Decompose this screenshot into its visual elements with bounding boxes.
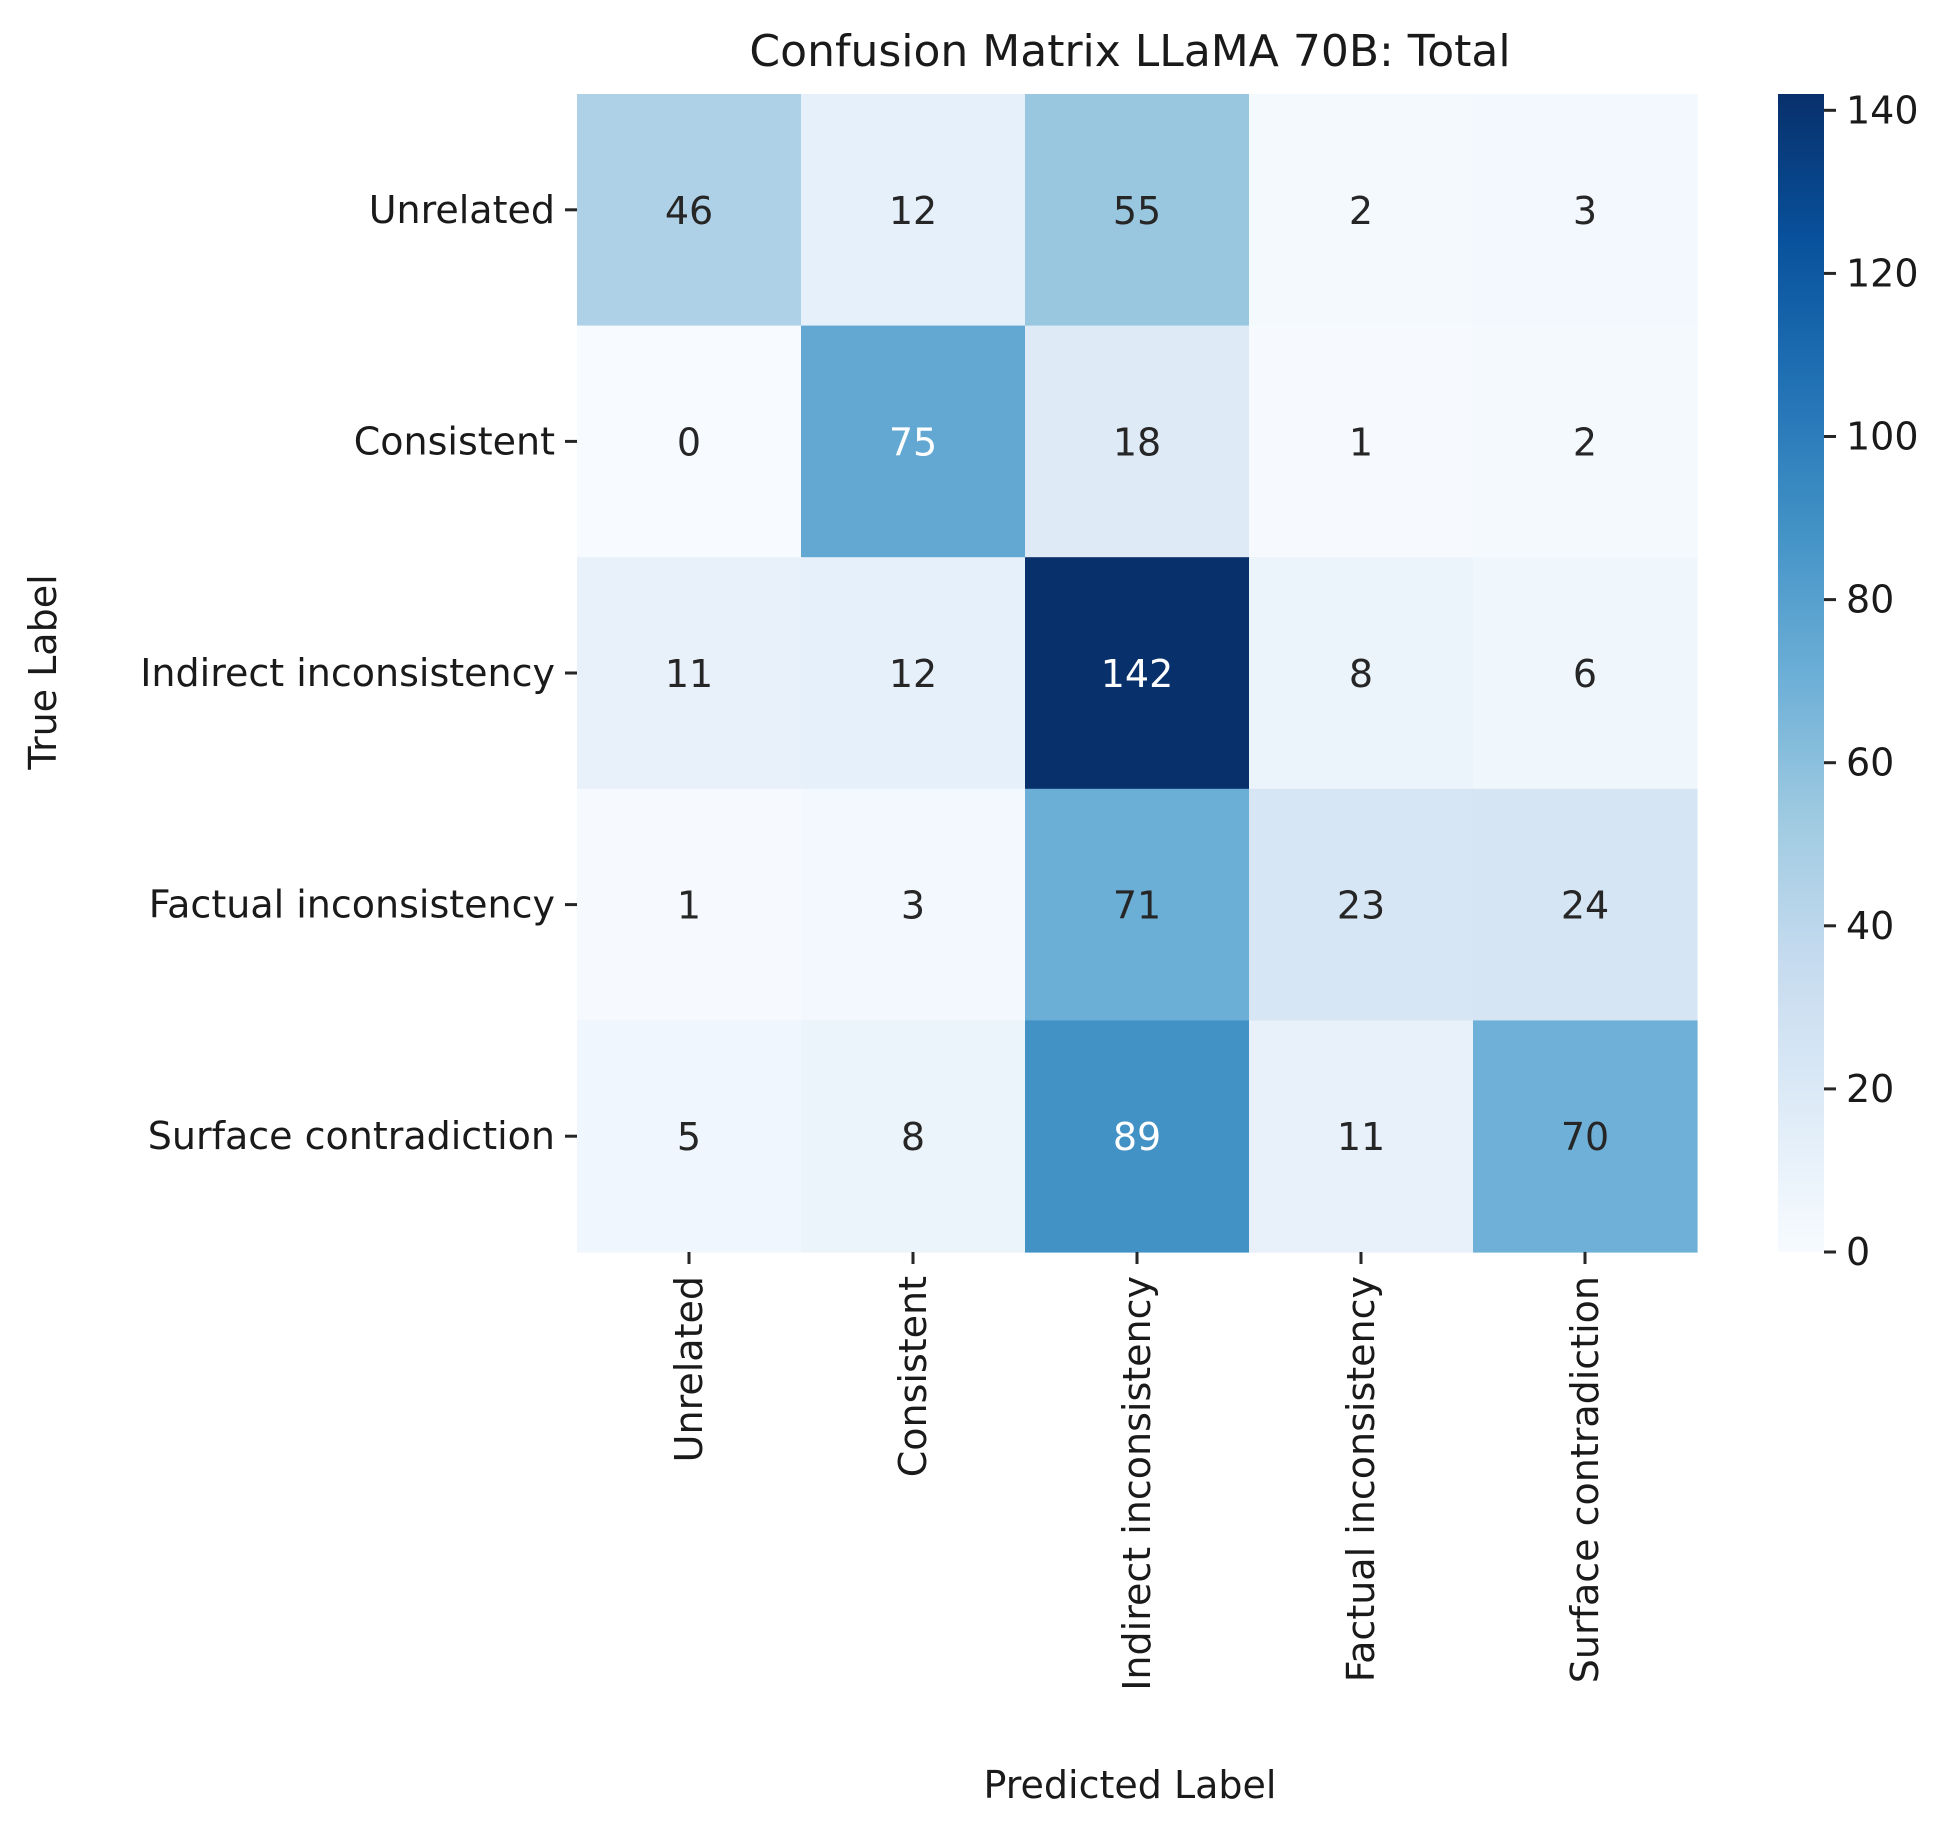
heatmap-cell-r4-c1 xyxy=(801,1020,1026,1253)
cell-value-r4-c1: 8 xyxy=(901,1115,925,1159)
heatmap-cell-r4-c3 xyxy=(1249,1020,1474,1253)
x-tick-label-2: Indirect inconsistency xyxy=(1115,1276,1159,1691)
heatmap-cell-r1-c1 xyxy=(801,325,1026,558)
cell-value-r0-c1: 12 xyxy=(889,189,937,233)
colorbar-tick-label-4: 80 xyxy=(1846,578,1894,622)
colorbar-tick-label-2: 40 xyxy=(1846,904,1894,948)
colorbar-tick-label-0: 0 xyxy=(1846,1230,1870,1274)
y-tick-label-1: Consistent xyxy=(354,419,555,463)
y-axis-label: True Label xyxy=(21,574,65,770)
heatmap-cell-r0-c2 xyxy=(1025,94,1250,327)
heatmap-cell-r0-c3 xyxy=(1249,94,1474,327)
y-tick-label-2: Indirect inconsistency xyxy=(140,651,555,695)
cell-value-r0-c2: 55 xyxy=(1113,189,1161,233)
x-tick-label-4: Surface contradiction xyxy=(1563,1276,1607,1683)
cell-value-r4-c2: 89 xyxy=(1113,1115,1161,1159)
heatmap-cell-r2-c1 xyxy=(801,557,1026,790)
x-axis-label: Predicted Label xyxy=(984,1763,1277,1807)
heatmap-cell-r4-c0 xyxy=(577,1020,802,1253)
heatmap-cell-r0-c4 xyxy=(1473,94,1698,327)
heatmap-cell-r3-c0 xyxy=(577,788,802,1021)
cell-value-r2-c4: 6 xyxy=(1573,652,1597,696)
heatmap-cell-r0-c1 xyxy=(801,94,1026,327)
heatmap-cell-r3-c4 xyxy=(1473,788,1698,1021)
x-tick-label-3: Factual inconsistency xyxy=(1339,1276,1383,1682)
y-tick-label-4: Surface contradiction xyxy=(148,1114,555,1158)
cell-value-r4-c3: 11 xyxy=(1337,1115,1385,1159)
x-tick-label-1: Consistent xyxy=(891,1276,935,1477)
heatmap-cell-r1-c3 xyxy=(1249,325,1474,558)
cell-value-r0-c4: 3 xyxy=(1573,189,1597,233)
cell-value-r3-c0: 1 xyxy=(677,884,701,928)
y-axis-ticks: Unrelated Consistent Indirect inconsistenc… xyxy=(140,188,577,1158)
heatmap-cell-labels: 46 12 55 2 30 75 18 1 211 12 142 8 61 3 71 23 245 8 89 11 70 xyxy=(665,189,1609,1159)
colorbar-tick-label-1: 20 xyxy=(1846,1067,1894,1111)
heatmap-cell-r2-c3 xyxy=(1249,557,1474,790)
cell-value-r3-c4: 24 xyxy=(1561,884,1609,928)
heatmap-cell-r0-c0 xyxy=(577,94,802,327)
heatmap-cell-r1-c2 xyxy=(1025,325,1250,558)
colorbar xyxy=(1778,94,1824,1252)
cell-value-r1-c2: 18 xyxy=(1113,420,1161,464)
heatmap-cell-r3-c2 xyxy=(1025,788,1250,1021)
cell-value-r2-c3: 8 xyxy=(1349,652,1373,696)
heatmap-cells xyxy=(577,94,1698,1253)
cell-value-r1-c4: 2 xyxy=(1573,420,1597,464)
heatmap-cell-r2-c2 xyxy=(1025,557,1250,790)
heatmap-cell-r3-c1 xyxy=(801,788,1026,1021)
cell-value-r1-c3: 1 xyxy=(1349,420,1373,464)
cell-value-r0-c0: 46 xyxy=(665,189,713,233)
y-tick-label-3: Factual inconsistency xyxy=(149,883,555,927)
colorbar-tick-label-6: 120 xyxy=(1846,251,1919,295)
heatmap-cell-r2-c4 xyxy=(1473,557,1698,790)
x-axis-ticks: Unrelated Consistent Indirect inconsistenc… xyxy=(667,1252,1607,1691)
heatmap-cell-r3-c3 xyxy=(1249,788,1474,1021)
y-tick-label-0: Unrelated xyxy=(369,188,555,232)
heatmap-cell-r4-c2 xyxy=(1025,1020,1250,1253)
cell-value-r2-c2: 142 xyxy=(1101,652,1174,696)
cell-value-r3-c2: 71 xyxy=(1113,884,1161,928)
cell-value-r2-c1: 12 xyxy=(889,652,937,696)
heatmap-cell-r1-c0 xyxy=(577,325,802,558)
heatmap-cell-r2-c0 xyxy=(577,557,802,790)
heatmap-cell-r1-c4 xyxy=(1473,325,1698,558)
colorbar-ticks: 0 20 40 60 80 100 120 140 xyxy=(1824,88,1919,1274)
colorbar-tick-label-5: 100 xyxy=(1846,415,1919,459)
cell-value-r1-c0: 0 xyxy=(677,420,701,464)
cell-value-r4-c0: 5 xyxy=(677,1115,701,1159)
cell-value-r1-c1: 75 xyxy=(889,420,937,464)
colorbar-tick-label-3: 60 xyxy=(1846,741,1894,785)
cell-value-r2-c0: 11 xyxy=(665,652,713,696)
cell-value-r4-c4: 70 xyxy=(1561,1115,1609,1159)
chart-title: Confusion Matrix LLaMA 70B: Total xyxy=(749,26,1510,77)
heatmap-cell-r4-c4 xyxy=(1473,1020,1698,1253)
x-tick-label-0: Unrelated xyxy=(667,1276,711,1462)
cell-value-r3-c3: 23 xyxy=(1337,884,1385,928)
colorbar-tick-label-7: 140 xyxy=(1846,88,1919,132)
cell-value-r0-c3: 2 xyxy=(1349,189,1373,233)
cell-value-r3-c1: 3 xyxy=(901,884,925,928)
